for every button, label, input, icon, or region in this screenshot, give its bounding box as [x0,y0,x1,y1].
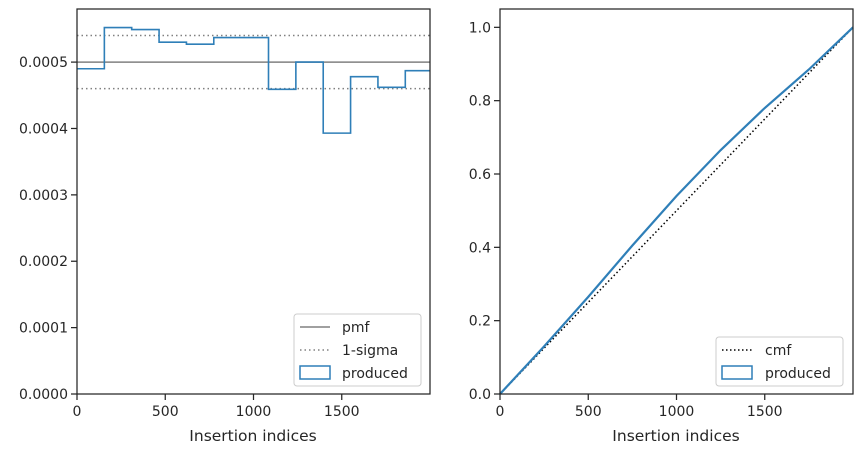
xtick-label: 1500 [324,404,360,420]
legend-produced-patch-right [721,365,753,380]
xtick-label: 500 [575,404,602,420]
right-xlabel: Insertion indices [612,427,739,445]
legend-sigma-label: 1-sigma [342,343,398,359]
right-ticks: 0 500 1000 1500 0.0 0.2 0.4 0.6 0.8 1.0 [469,20,783,420]
xtick-label: 1000 [659,404,695,420]
legend-produced-patch [299,365,331,380]
right-panel-cmf: 0 500 1000 1500 0.0 0.2 0.4 0.6 0.8 1.0 Insertion… [469,8,854,445]
xtick-label: 0 [496,404,505,420]
ytick-label: 0.4 [469,240,491,256]
cmf-line [499,26,854,395]
legend-pmf-label: pmf [342,320,371,336]
xtick-label: 1000 [236,404,272,420]
right-plot-marks [499,26,854,395]
right-legend-box [715,336,844,387]
ytick-label: 0.8 [469,94,491,110]
left-plot-marks [77,26,430,134]
ytick-label: 0.0 [469,387,491,403]
legend-produced-label: produced [342,366,408,382]
ytick-label: 0.0002 [19,254,68,270]
xtick-label: 1500 [747,404,783,420]
ytick-label: 0.0001 [19,321,68,337]
ytick-label: 0.2 [469,314,491,330]
ytick-label: 0.0005 [19,55,68,71]
ytick-label: 0.0003 [19,188,68,204]
legend-cmf-label: cmf [765,343,792,359]
left-xlabel: Insertion indices [189,427,316,445]
ytick-label: 0.6 [469,167,491,183]
xtick-label: 500 [152,404,179,420]
left-ticks: 0 500 1000 1500 0.0000 0.0001 0.0002 0.0003 0.00… [19,55,360,420]
xtick-label: 0 [73,404,82,420]
right-legend: cmf produced [715,336,844,387]
produced-line [499,26,854,395]
left-legend: pmf 1-sigma produced [293,313,422,387]
ytick-label: 0.0004 [19,121,68,137]
legend-produced-label-right: produced [765,366,831,382]
left-panel-histogram: 0 500 1000 1500 0.0000 0.0001 0.0002 0.0003 0.00… [19,8,431,445]
ytick-label: 0.0000 [19,387,68,403]
histogram-step [77,26,430,134]
left-legend-box [293,313,422,387]
ytick-label: 1.0 [469,20,491,36]
